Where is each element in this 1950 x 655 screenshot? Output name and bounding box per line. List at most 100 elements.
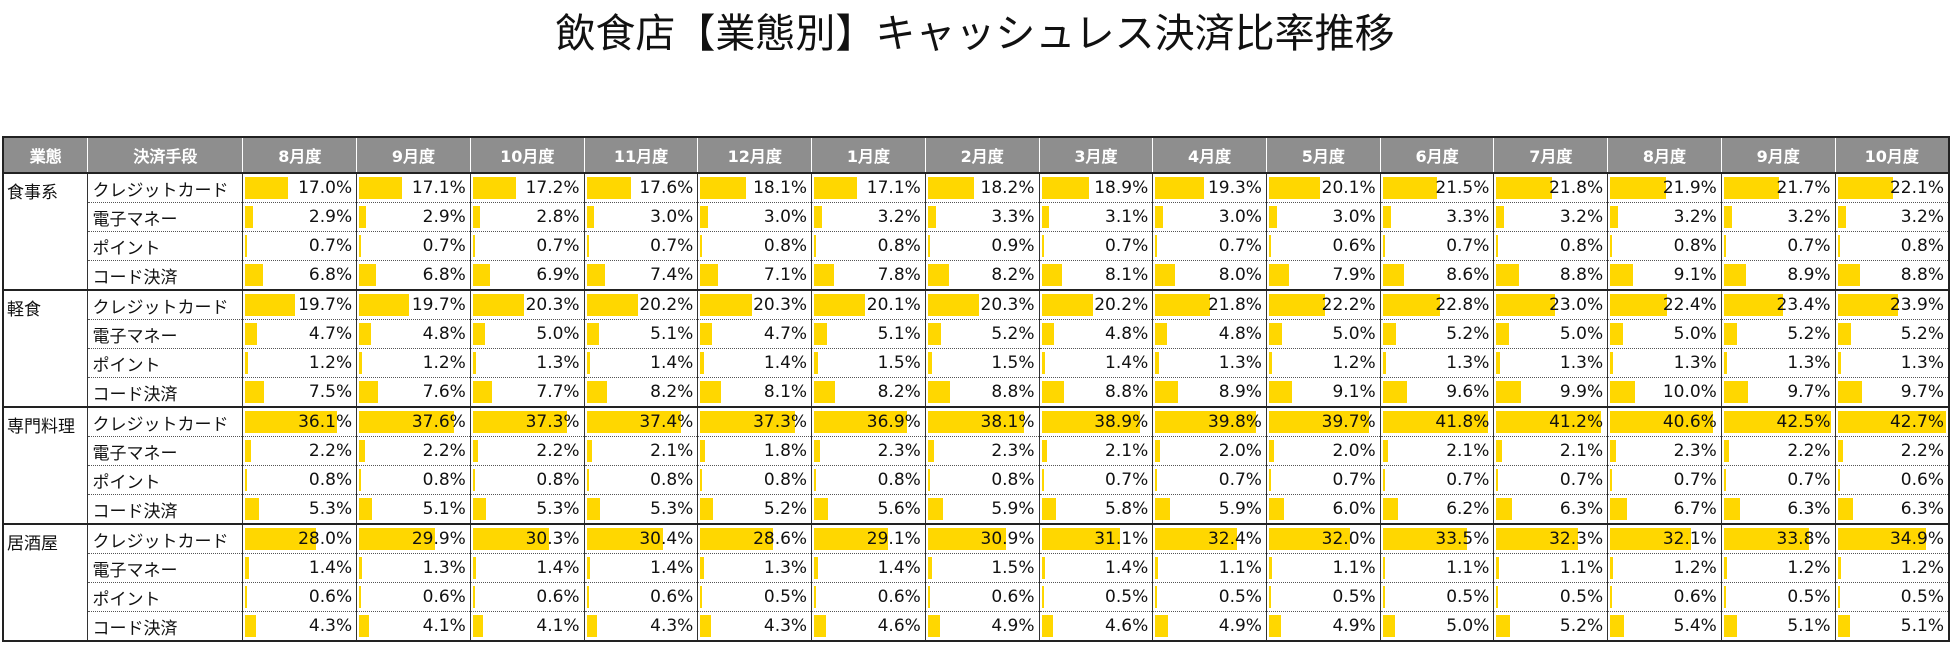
data-bar — [700, 264, 719, 286]
data-bar — [1268, 411, 1370, 433]
data-bar — [1268, 440, 1275, 462]
data-label: 4.8% — [1105, 324, 1149, 344]
value-cell: 4.8% — [356, 319, 471, 349]
value-cell: 7.4% — [583, 260, 698, 291]
value-cell: 0.7% — [1265, 465, 1381, 495]
data-label: 6.7% — [1673, 499, 1717, 519]
data-bar — [1496, 206, 1505, 228]
value-cell: 9.9% — [1493, 377, 1608, 408]
data-label: 4.3% — [763, 616, 808, 636]
data-label: 1.2% — [1900, 558, 1944, 578]
value-cell: 5.2% — [924, 319, 1040, 349]
data-label: 0.7% — [1673, 470, 1717, 490]
data-bar — [586, 264, 606, 286]
value-cell: 0.7% — [1607, 465, 1722, 495]
data-label: 1.1% — [1446, 558, 1490, 578]
data-label: 4.1% — [536, 616, 580, 636]
data-label: 8.8% — [991, 382, 1035, 402]
value-cell: 6.3% — [1493, 494, 1608, 525]
value-cell: 23.0% — [1493, 290, 1608, 320]
data-bar — [1382, 440, 1388, 462]
value-cell: 5.2% — [1493, 611, 1608, 642]
data-bar — [472, 381, 493, 403]
data-label: 4.8% — [422, 324, 466, 344]
value-cell: 1.4% — [811, 553, 926, 583]
value-cell: 6.2% — [1379, 494, 1494, 525]
data-label: 5.2% — [1446, 324, 1490, 344]
data-label: 4.8% — [1218, 324, 1262, 344]
data-label: 32.0% — [1321, 529, 1376, 549]
data-bar — [1837, 440, 1844, 462]
value-cell: 5.0% — [1607, 319, 1722, 349]
data-label: 4.7% — [763, 324, 808, 344]
data-bar — [927, 469, 930, 491]
data-label: 1.4% — [1105, 558, 1149, 578]
value-cell: 7.5% — [242, 377, 357, 408]
data-label: 8.8% — [1900, 265, 1944, 285]
data-label: 4.9% — [1332, 616, 1376, 636]
value-cell: 5.3% — [583, 494, 698, 525]
data-label: 0.5% — [1787, 587, 1831, 607]
value-cell: 17.1% — [811, 173, 926, 203]
data-label: 2.1% — [1446, 441, 1490, 461]
value-cell: 37.3% — [697, 407, 812, 437]
value-cell: 17.6% — [583, 173, 698, 203]
value-cell: 0.7% — [469, 231, 585, 261]
value-cell: 5.1% — [1720, 611, 1836, 642]
data-label: 5.2% — [763, 499, 808, 519]
data-bar — [1496, 235, 1499, 257]
data-bar — [1155, 411, 1256, 433]
value-cell: 8.9% — [1152, 377, 1267, 408]
method-label: 電子マネー — [87, 553, 243, 583]
value-cell: 0.6% — [242, 582, 357, 612]
value-cell: 0.6% — [583, 582, 698, 612]
data-bar — [359, 235, 362, 257]
value-cell: 8.1% — [1038, 260, 1153, 291]
value-cell: 22.1% — [1834, 173, 1949, 203]
data-label: 0.6% — [536, 587, 580, 607]
value-cell: 4.1% — [356, 611, 471, 642]
value-cell: 6.7% — [1607, 494, 1722, 525]
data-bar — [1155, 294, 1211, 316]
data-bar — [1496, 615, 1510, 637]
value-cell: 2.2% — [1720, 436, 1836, 466]
header-month: 8月度 — [1607, 137, 1722, 174]
value-cell: 1.8% — [697, 436, 812, 466]
data-bar — [1268, 557, 1272, 579]
data-label: 36.9% — [866, 412, 921, 432]
data-label: 4.6% — [1105, 616, 1149, 636]
data-label: 3.0% — [650, 207, 694, 227]
data-bar — [814, 177, 858, 199]
data-bar — [1496, 440, 1502, 462]
data-label: 1.4% — [763, 353, 808, 373]
data-label: 2.1% — [1559, 441, 1604, 461]
value-cell: 29.1% — [811, 524, 926, 554]
data-bar — [245, 469, 248, 491]
value-cell: 0.8% — [811, 231, 926, 261]
data-label: 5.6% — [877, 499, 921, 519]
value-cell: 9.7% — [1720, 377, 1836, 408]
value-cell: 2.3% — [924, 436, 1040, 466]
value-cell: 0.8% — [924, 465, 1040, 495]
value-cell: 37.4% — [583, 407, 698, 437]
data-label: 1.3% — [1900, 353, 1944, 373]
data-label: 1.3% — [1218, 353, 1262, 373]
header-category: 業態 — [3, 137, 88, 174]
data-bar — [1496, 177, 1552, 199]
value-cell: 5.1% — [811, 319, 926, 349]
value-cell: 2.2% — [1834, 436, 1949, 466]
data-bar — [700, 381, 721, 403]
value-cell: 1.4% — [1038, 553, 1153, 583]
data-bar — [927, 177, 974, 199]
data-label: 30.4% — [639, 529, 694, 549]
data-label: 2.3% — [877, 441, 921, 461]
value-cell: 1.5% — [811, 348, 926, 378]
data-label: 1.5% — [991, 353, 1035, 373]
data-bar — [245, 294, 296, 316]
value-cell: 17.2% — [469, 173, 585, 203]
value-cell: 5.3% — [469, 494, 585, 525]
value-cell: 1.2% — [1265, 348, 1381, 378]
data-bar — [245, 528, 317, 550]
data-label: 2.2% — [536, 441, 580, 461]
data-label: 42.5% — [1776, 412, 1831, 432]
